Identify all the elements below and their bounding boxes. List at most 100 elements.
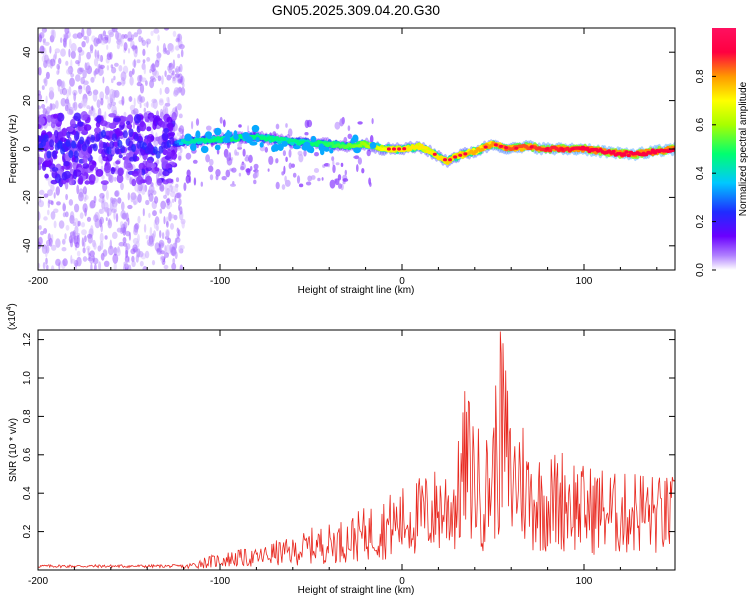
spectrogram-noise-cell — [79, 67, 84, 73]
spectrogram-noise-cell — [81, 28, 85, 38]
spectrogram-noise-cell — [86, 245, 91, 251]
spectrogram-noise-cell — [105, 190, 109, 200]
spectrogram-noise-cell — [289, 145, 293, 150]
spectrogram-noise-cell — [99, 216, 104, 225]
spectrogram-noise-cell — [51, 167, 59, 172]
spectrogram-noise-cell — [108, 113, 117, 118]
spectrogram-noise-cell — [97, 50, 100, 59]
colorbar-ticks: 0.0 0.2 0.4 0.6 0.8 — [695, 69, 716, 277]
spectrogram-noise-cell — [117, 197, 122, 204]
spectrogram-noise-cell — [161, 232, 165, 240]
spectrogram-noise-cell — [166, 148, 172, 158]
spectrogram-noise-cell — [145, 175, 153, 185]
spectrogram-noise-cell — [48, 237, 53, 247]
spectrogram-noise-cell — [175, 45, 180, 51]
x-tick-label: -200 — [28, 576, 48, 587]
spectrogram-noise-cell — [38, 236, 43, 246]
spectrogram-peak-cell — [392, 147, 396, 151]
spectrogram-peak-cell — [631, 152, 636, 156]
spectrogram-noise-cell — [244, 156, 250, 162]
spectrogram-noise-cell — [146, 57, 151, 62]
spectrogram-noise-cell — [148, 184, 155, 194]
spectrogram-noise-cell — [42, 38, 46, 43]
y-tick-label: -20 — [22, 190, 33, 205]
spectrogram-noise-cell — [146, 41, 149, 48]
spectrogram-noise-cell — [340, 162, 344, 167]
colorbar-tick-label: 0.4 — [695, 166, 706, 180]
spectrogram-noise-cell — [170, 151, 178, 160]
spectrogram-noise-cell — [288, 149, 292, 158]
spectrogram-noise-cell — [123, 111, 127, 117]
spectrogram-noise-cell — [140, 96, 146, 103]
spectrogram-noise-cell — [113, 117, 121, 123]
spectrogram-noise-cell — [38, 93, 43, 101]
spectrogram-noise-cell — [119, 221, 124, 228]
spectrogram-noise-cell — [180, 49, 184, 58]
spectrogram-noise-cell — [127, 37, 133, 42]
spectrogram-noise-cell — [112, 231, 118, 239]
colorbar: 0.0 0.2 0.4 0.6 0.8 Normalized spectral ampl… — [695, 28, 749, 277]
spectrogram-noise-cell — [175, 177, 180, 183]
spectrogram-noise-cell — [127, 48, 131, 54]
spectrogram-peak-cell — [226, 129, 231, 137]
spectrogram-noise-cell — [112, 253, 119, 264]
spectrogram-noise-cell — [131, 170, 139, 177]
spectrogram-noise-cell — [357, 157, 362, 165]
spectrogram-noise-cell — [231, 167, 237, 173]
spectrogram-noise-cell — [63, 170, 71, 179]
spectrogram-noise-cell — [38, 117, 46, 126]
spectrogram-noise-cell — [137, 193, 142, 203]
spectrogram-noise-cell — [172, 30, 177, 37]
spectrogram-noise-cell — [77, 46, 83, 53]
spectrogram-noise-cell — [51, 244, 57, 251]
spectrogram-noise-cell — [39, 189, 45, 196]
spectrogram-noise-cell — [160, 108, 163, 118]
spectrogram-noise-cell — [353, 155, 359, 159]
spectrogram-noise-cell — [369, 135, 374, 144]
spectrogram-noise-cell — [81, 222, 85, 228]
spectrogram-peak-cell — [560, 147, 565, 151]
spectrogram-noise-cell — [143, 102, 149, 107]
spectrogram-noise-cell — [67, 108, 73, 115]
spectrogram-ridge-cell — [416, 146, 422, 150]
spectrogram-noise-cell — [91, 105, 94, 111]
spectrogram-noise-cell — [38, 262, 41, 269]
spectrogram-noise-cell — [153, 140, 159, 147]
spectrogram-noise-cell — [72, 102, 76, 109]
spectrogram-noise-cell — [118, 65, 123, 72]
spectrogram-ridge-cell — [76, 143, 82, 152]
spectrogram-noise-cell — [109, 122, 116, 129]
colorbar-tick-label: 0.8 — [695, 69, 706, 83]
spectrogram-noise-cell — [159, 87, 162, 96]
spectrogram-noise-cell — [131, 260, 136, 268]
spectrogram-ridge-cell — [43, 134, 49, 142]
spectrogram-ridge-cell — [131, 144, 137, 152]
spectrogram-noise-cell — [148, 212, 151, 219]
spectrogram-noise-cell — [58, 57, 62, 65]
colorbar-tick-label: 0.0 — [695, 263, 706, 277]
spectrogram-noise-cell — [123, 59, 126, 65]
spectrogram-noise-cell — [292, 172, 297, 178]
spectrogram-noise-cell — [177, 103, 182, 111]
spectrogram-noise-cell — [172, 59, 176, 70]
spectrogram-noise-cell — [115, 127, 120, 138]
spectrogram-noise-cell — [51, 29, 56, 40]
spectrogram-noise-cell — [78, 220, 81, 227]
spectrogram-noise-cell — [159, 255, 165, 262]
spectrogram-noise-cell — [167, 237, 172, 244]
spectrogram-noise-cell — [45, 71, 50, 80]
spectrogram-noise-cell — [137, 169, 143, 177]
spectrogram-noise-cell — [73, 217, 79, 227]
spectrogram-noise-cell — [281, 184, 286, 190]
spectrogram-peak-cell — [611, 151, 616, 155]
spectrogram-noise-cell — [82, 154, 88, 165]
spectrogram-noise-cell — [65, 193, 68, 201]
spectrogram-ridge-cell — [65, 139, 71, 148]
spectrogram-ridge-cell — [314, 143, 319, 147]
spectrogram-noise-cell — [104, 34, 109, 41]
spectrogram-ridge-cell — [120, 145, 126, 154]
spectrogram-noise-cell — [171, 262, 177, 270]
spectrogram-noise-cell — [66, 131, 71, 139]
